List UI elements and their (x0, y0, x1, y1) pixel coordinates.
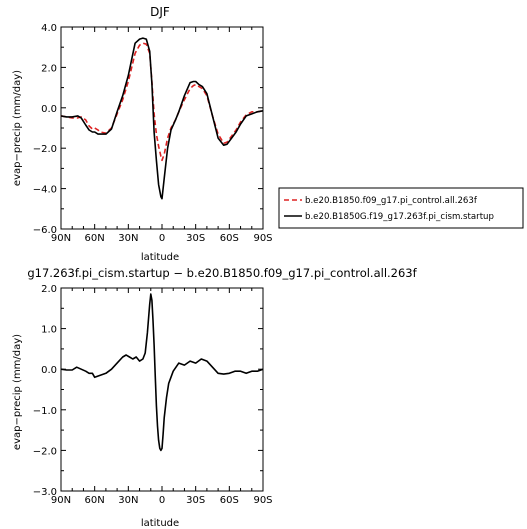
bottom-y-tick-label: 1.0 (41, 325, 57, 336)
top-chart-legend: b.e20.B1850.f09_g17.pi_control.all.263f … (278, 187, 524, 229)
top-series-1-line (60, 42, 264, 162)
bottom-y-tick-label: 2.0 (41, 284, 57, 295)
bottom-x-tick-label: 60N (85, 495, 105, 506)
bottom-x-tick-label: 90N (51, 495, 71, 506)
bottom-x-axis-label: latitude (141, 518, 179, 529)
bottom-x-tick-label: 90S (253, 495, 272, 506)
top-chart-title: DJF (150, 5, 170, 19)
top-y-tick-label: 2.0 (41, 63, 57, 74)
bottom-y-tick-label: −1.0 (33, 406, 57, 417)
bottom-y-tick-label: 0.0 (41, 365, 57, 376)
top-x-tick-label: 60S (220, 233, 239, 244)
bottom-x-tick-label: 60S (220, 495, 239, 506)
legend-series-1-label: b.e20.B1850.f09_g17.pi_control.all.263f (305, 196, 478, 206)
top-x-axis-label: latitude (141, 252, 179, 263)
bottom-series-1-line (60, 293, 264, 452)
top-x-tick-label: 90N (51, 233, 71, 244)
top-x-tick-label: 90S (253, 233, 272, 244)
bottom-x-tick-label: 30N (118, 495, 138, 506)
bottom-plot-frame (60, 287, 264, 492)
bottom-chart-panel: g17.263f.pi_cism.startup − b.e20.B1850.f… (12, 266, 418, 529)
top-x-tick-label: 0 (159, 233, 165, 244)
bottom-y-axis-label: evap−precip (mm/day) (12, 334, 23, 450)
top-y-axis-label: evap−precip (mm/day) (12, 70, 23, 186)
top-x-tick-label: 30S (186, 233, 205, 244)
top-y-tick-label: 0.0 (41, 104, 57, 115)
legend-series-2-label: b.e20.B1850G.f19_g17.263f.pi_cism.startu… (305, 212, 494, 222)
top-y-tick-label: 4.0 (41, 23, 57, 34)
legend-box (278, 187, 524, 229)
bottom-y-tick-label: −3.0 (33, 487, 57, 498)
top-y-tick-label: −6.0 (33, 225, 57, 236)
top-y-tick-label: −4.0 (33, 185, 57, 196)
bottom-x-tick-label: 30S (186, 495, 205, 506)
bottom-y-tick-label: −2.0 (33, 446, 57, 457)
top-x-tick-label: 30N (118, 233, 138, 244)
bottom-plot-area: 90N 60N 30N 0 30S 60S 90S −3.0 −2.0 −1.0 0.0 1.0 2.0 (33, 284, 273, 506)
top-x-tick-label: 60N (85, 233, 105, 244)
top-plot-area: 90N 60N 30N 0 30S 60S 90S −6.0 −4.0 −2.0 0.0 2.0 4.0 (33, 23, 273, 244)
bottom-x-tick-label: 0 (159, 495, 165, 506)
top-y-tick-label: −2.0 (33, 144, 57, 155)
bottom-chart-title: g17.263f.pi_cism.startup − b.e20.B1850.f… (27, 266, 417, 280)
top-series-2-line (60, 37, 264, 200)
top-chart-panel: DJF 90N 60N 30N 0 30S 60S 90S −6.0 −4.0 −2.0 0.0 2.… (12, 5, 524, 263)
